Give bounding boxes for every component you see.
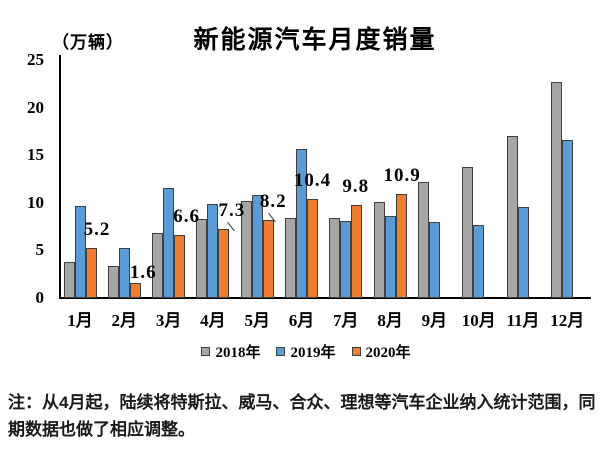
legend-label: 2019年 (290, 344, 336, 361)
bar-2020年-8月 (395, 194, 407, 298)
bar-2018年-3月 (152, 233, 164, 298)
x-axis-category-label: 5月 (244, 311, 270, 330)
bar-2019年-4月 (207, 203, 219, 298)
legend-swatch (201, 346, 211, 356)
y-axis-line (59, 55, 61, 298)
legend-item-2020年: 2020年 (351, 341, 411, 362)
bar-2020年-3月 (174, 235, 186, 298)
x-axis-category-label: 4月 (200, 311, 226, 330)
legend-swatch (276, 346, 286, 356)
x-axis-line (59, 297, 591, 299)
y-axis-unit-label: （万辆） (52, 33, 124, 52)
bar-2019年-7月 (340, 220, 352, 298)
legend-swatch (351, 346, 361, 356)
bar-2019年-12月 (561, 139, 573, 298)
data-label-7月: 9.8 (342, 175, 370, 197)
x-axis-category-label: 1月 (67, 311, 93, 330)
x-axis-category-label: 6月 (288, 311, 315, 330)
bar-2018年-11月 (506, 136, 518, 298)
x-axis-category-label: 9月 (421, 311, 448, 330)
bar-2020年-5月 (262, 219, 274, 298)
x-axis-category-label: 2月 (111, 311, 138, 330)
bar-2018年-5月 (240, 200, 252, 298)
legend-label: 2018年 (215, 344, 261, 361)
plot-area: 0 5 10 15 20 25 1月 2月 3月 4月 5月 6月 7月 8月 9月 10月 11月 12月 5.2… (27, 50, 591, 330)
data-label-4月: 7.3 (218, 199, 246, 221)
bar-2018年-12月 (550, 81, 562, 298)
x-axis-category-label: 8月 (377, 311, 403, 330)
x-axis-category-label: 12月 (550, 311, 585, 330)
bar-2018年-8月 (373, 201, 385, 298)
chart-title: 新能源汽车月度销量 (193, 26, 437, 54)
bar-2020年-2月 (129, 282, 141, 298)
data-label-3月: 6.6 (173, 206, 200, 228)
bar-2018年-9月 (417, 181, 429, 298)
x-axis-category-label: 11月 (506, 311, 540, 330)
y-axis-tick-label: 25 (27, 50, 44, 69)
y-axis-tick-label: 10 (27, 192, 44, 212)
bar-2019年-8月 (384, 216, 396, 298)
data-label-5月: 8.2 (259, 190, 287, 212)
y-axis-tick-label: 0 (35, 288, 45, 307)
legend-item-2018年: 2018年 (201, 341, 260, 362)
bar-2018年-10月 (462, 166, 474, 298)
x-axis-category-label: 10月 (461, 311, 496, 330)
chart-legend: 2018年 2019年 2020年 (0, 341, 612, 361)
y-axis-tick-label: 15 (27, 145, 44, 165)
x-axis-category-label: 3月 (155, 311, 182, 330)
bar-2019年-3月 (163, 187, 175, 298)
bar-2018年-1月 (63, 261, 75, 298)
bar-2019年-2月 (118, 247, 130, 298)
x-axis-category-label: 7月 (333, 311, 359, 330)
legend-label: 2020年 (365, 344, 411, 361)
bar-2020年-6月 (307, 198, 318, 298)
bar-2019年-10月 (473, 224, 485, 298)
y-axis-tick-label: 20 (27, 97, 44, 117)
bar-2020年-4月 (218, 228, 230, 298)
bar-2019年-11月 (517, 206, 529, 298)
bar-2020年-1月 (85, 248, 97, 298)
data-label-6月: 10.4 (293, 169, 332, 191)
footnote: 注：从4月起，陆续将特斯拉、威马、合众、理想等汽车企业纳入统计范围，同期数据也做… (8, 393, 596, 439)
bar-2018年-7月 (329, 218, 341, 298)
bar-2018年-6月 (285, 218, 296, 298)
bar-2018年-4月 (196, 218, 208, 298)
data-label-2月: 1.6 (129, 261, 157, 283)
bar-2019年-5月 (251, 195, 263, 298)
bar-2018年-2月 (107, 265, 119, 298)
bar-2019年-9月 (428, 221, 440, 298)
legend-item-2019年: 2019年 (276, 341, 336, 362)
bar-2019年-6月 (296, 149, 307, 298)
data-label-8月: 10.9 (383, 165, 421, 187)
bar-2019年-1月 (74, 205, 86, 298)
y-axis-tick-label: 5 (35, 240, 45, 260)
data-label-1月: 5.2 (83, 219, 111, 241)
bar-2020年-7月 (351, 204, 363, 298)
